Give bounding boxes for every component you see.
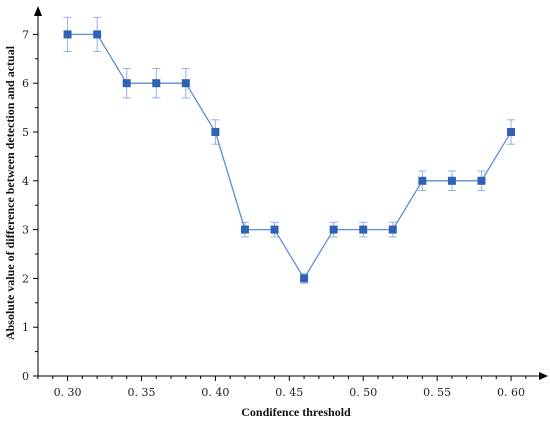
data-point-marker — [359, 225, 368, 234]
x-tick-label: 0. 40 — [201, 386, 229, 399]
x-tick-label: 0. 55 — [423, 386, 451, 399]
y-tick-label: 2 — [22, 272, 29, 285]
data-point-marker — [477, 176, 486, 185]
data-point-marker — [300, 274, 309, 283]
data-point-marker — [63, 30, 72, 39]
data-point-marker — [240, 225, 249, 234]
tick-labels: 0. 30 0. 35 0. 40 0. 45 0. 50 0. 55 0. 60 0 1 2 3 4… — [22, 28, 525, 399]
x-axis-arrow — [539, 372, 548, 380]
data-point-marker — [418, 176, 427, 185]
data-point-marker — [507, 128, 516, 136]
series-line — [67, 33, 512, 280]
y-tick-label: 3 — [22, 224, 29, 237]
y-tick-label: 5 — [22, 126, 29, 139]
x-tick-label: 0. 30 — [54, 386, 82, 399]
error-bars — [63, 16, 516, 284]
y-axis-arrow — [34, 6, 42, 16]
series-line-layer — [67, 33, 512, 280]
data-point-marker — [388, 225, 397, 234]
data-point-marker — [93, 30, 102, 39]
data-point-marker — [181, 79, 190, 88]
x-axis-title: Condifence threshold — [241, 405, 351, 419]
x-tick-label: 0. 50 — [349, 386, 377, 399]
x-tick-label: 0. 60 — [497, 386, 525, 399]
y-tick-label: 0 — [22, 370, 29, 383]
data-point-marker — [122, 79, 131, 88]
markers — [63, 30, 516, 283]
y-tick-label: 4 — [22, 175, 29, 188]
data-point-marker — [211, 128, 220, 136]
x-tick-label: 0. 45 — [275, 386, 303, 399]
data-point-marker — [447, 176, 456, 185]
y-tick-label: 7 — [22, 28, 29, 41]
data-point-marker — [270, 225, 279, 234]
y-tick-label: 6 — [22, 77, 29, 90]
y-tick-label: 1 — [22, 321, 29, 334]
y-axis-title: Absolute value of difference between det… — [3, 45, 17, 340]
axes — [33, 6, 548, 381]
data-point-marker — [329, 225, 338, 234]
data-point-marker — [152, 79, 161, 88]
x-tick-label: 0. 35 — [127, 386, 155, 399]
